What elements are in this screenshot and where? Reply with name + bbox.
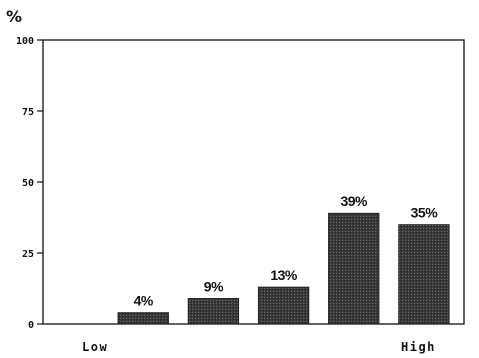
y-tick-label-3: 75 (22, 107, 34, 118)
y-tick-label-1: 25 (22, 249, 34, 260)
data-label-5: 35% (411, 205, 439, 221)
bar-1 (117, 312, 169, 325)
bar-5 (398, 224, 450, 325)
bar-2 (187, 298, 240, 325)
y-tick-label-4: 100 (16, 36, 34, 47)
x-axis-low-label: Low (82, 340, 108, 354)
data-label-1: 4% (134, 293, 154, 309)
y-tick-label-2: 50 (22, 178, 34, 189)
y-axis-label: % (6, 7, 22, 26)
bar-4 (328, 212, 380, 325)
y-tick-label-0: 0 (28, 320, 34, 331)
bar-3 (257, 286, 310, 325)
x-axis-high-label: High (401, 340, 436, 354)
data-label-2: 9% (204, 278, 224, 294)
data-label-3: 13% (270, 267, 298, 283)
data-label-4: 39% (340, 193, 368, 209)
